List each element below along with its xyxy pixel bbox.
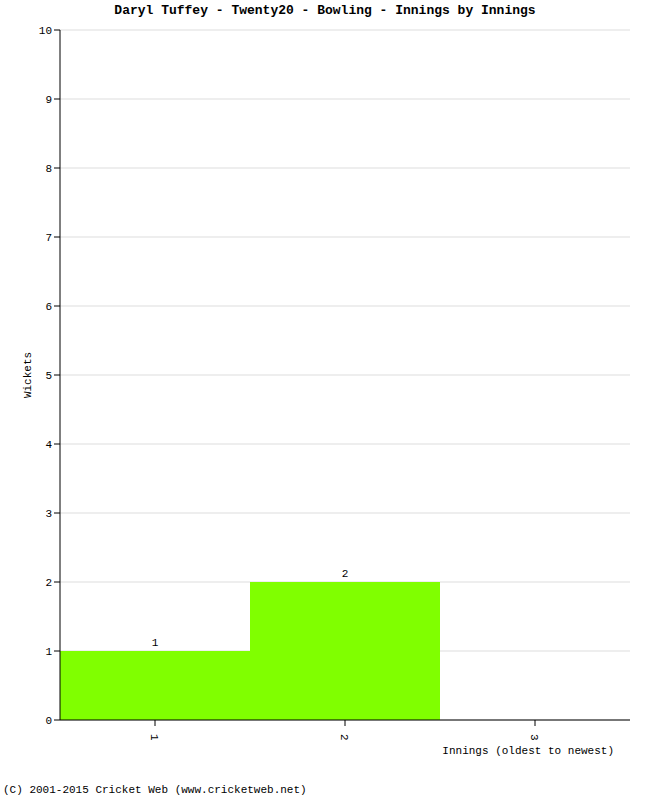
svg-text:1: 1	[148, 734, 160, 741]
svg-text:2: 2	[342, 568, 349, 580]
svg-text:10: 10	[39, 25, 52, 37]
svg-text:3: 3	[45, 508, 52, 520]
svg-text:5: 5	[45, 370, 52, 382]
svg-text:7: 7	[45, 232, 52, 244]
svg-text:8: 8	[45, 163, 52, 175]
svg-text:6: 6	[45, 301, 52, 313]
svg-text:2: 2	[45, 577, 52, 589]
svg-text:3: 3	[528, 734, 540, 741]
svg-text:Wickets: Wickets	[22, 352, 34, 398]
svg-text:4: 4	[45, 439, 52, 451]
svg-text:0: 0	[45, 715, 52, 727]
svg-text:1: 1	[152, 637, 159, 649]
svg-text:Innings (oldest to newest): Innings (oldest to newest)	[442, 745, 614, 757]
html-text:(C) 2001-2015 Cricket Web (www: (C) 2001-2015 Cricket Web (www.cricketwe…	[3, 784, 307, 796]
html-text:Daryl Tuffey - Twenty20 - Bowl: Daryl Tuffey - Twenty20 - Bowling - Inni…	[114, 3, 536, 18]
svg-text:1: 1	[45, 646, 52, 658]
svg-text:9: 9	[45, 94, 52, 106]
svg-text:2: 2	[338, 734, 350, 741]
